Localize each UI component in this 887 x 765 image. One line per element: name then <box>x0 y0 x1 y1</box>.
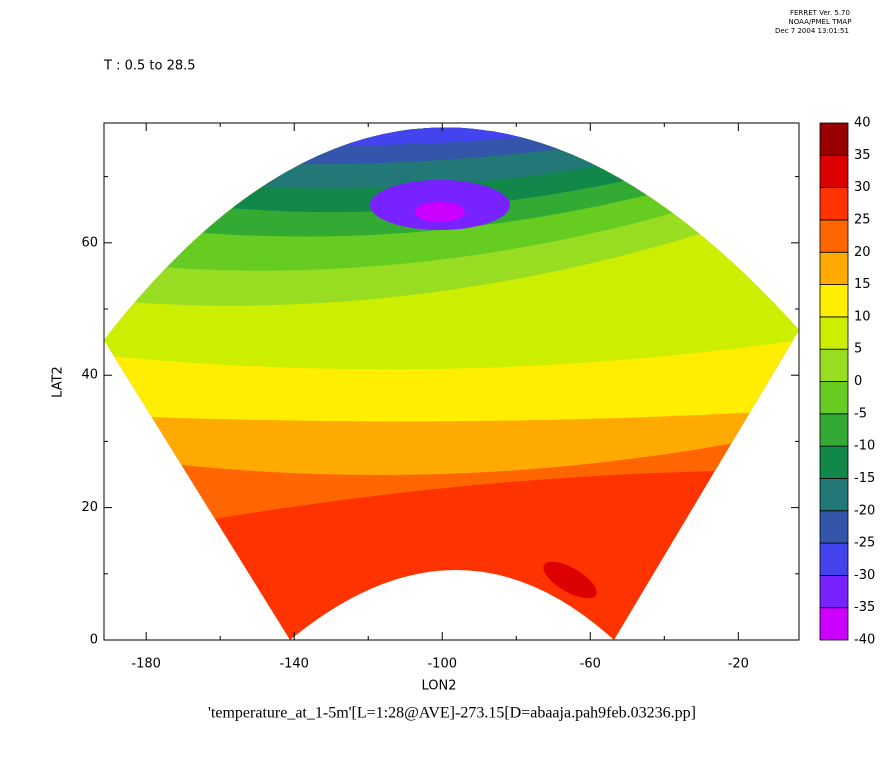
y-tick-label: 40 <box>81 368 98 383</box>
colorbar-box <box>819 574 849 609</box>
colorbar-label: 10 <box>854 309 871 324</box>
colorbar-box <box>819 607 849 641</box>
colorbar-box <box>819 348 849 382</box>
colorbar-box <box>819 510 849 544</box>
y-tick-label: 20 <box>81 500 98 515</box>
colorbar-label: 35 <box>854 148 871 163</box>
colorbar-box <box>819 251 849 285</box>
colorbar-label: 25 <box>854 212 871 227</box>
colorbar-label: 15 <box>854 277 871 292</box>
y-tick-label: 0 <box>90 633 98 648</box>
colorbar-box <box>819 316 849 350</box>
colorbar-label: 0 <box>854 374 862 389</box>
colorbar-label: -25 <box>854 536 875 551</box>
temperature-field <box>104 127 799 641</box>
plot-title: 'temperature_at_1-5m'[L=1:28@AVE]-273.15… <box>208 705 696 722</box>
header-line: FERRET Ver. 5.70 <box>790 9 850 17</box>
colorbar-label: 20 <box>854 245 871 260</box>
x-tick-label: -60 <box>580 657 601 672</box>
header-line: NOAA/PMEL TMAP <box>789 18 852 26</box>
colorbar-label: -35 <box>854 600 875 615</box>
colorbar-label: -15 <box>854 471 875 486</box>
colorbar-box <box>819 154 849 189</box>
colorbar-label: -5 <box>854 406 867 421</box>
y-tick-label: 60 <box>81 235 98 250</box>
colorbar-box <box>819 381 849 415</box>
y-axis-label: LAT2 <box>51 366 66 398</box>
colorbar-label: -20 <box>854 503 875 518</box>
colorbar-label: -30 <box>854 568 875 583</box>
x-tick-label: -20 <box>728 657 749 672</box>
axes: -180 -140 -100 -60 -200204060-40-35-30-25-20… <box>81 116 875 672</box>
colorbar-label: 40 <box>854 116 871 131</box>
colorbar-label: -40 <box>854 633 875 648</box>
colorbar-box <box>819 284 849 318</box>
x-tick-label: -100 <box>427 657 457 672</box>
subtitle: T : 0.5 to 28.5 <box>103 59 196 74</box>
x-axis-label: LON2 <box>421 679 456 694</box>
colorbar-label: 5 <box>854 342 862 357</box>
colorbar-box <box>819 219 849 253</box>
colorbar-box <box>819 187 849 221</box>
colorbar-box <box>819 413 849 447</box>
x-tick-label: -180 <box>131 657 161 672</box>
colorbar-label: 30 <box>854 180 871 195</box>
colorbar-box <box>819 478 849 512</box>
x-tick-label: -140 <box>279 657 309 672</box>
colorbar-label: -10 <box>854 439 875 454</box>
colorbar-box <box>819 122 849 156</box>
colorbar-box <box>819 445 849 479</box>
header-line: Dec 7 2004 13:01:51 <box>775 27 849 35</box>
plot-frame <box>103 122 800 641</box>
colorbar-box <box>819 542 849 576</box>
